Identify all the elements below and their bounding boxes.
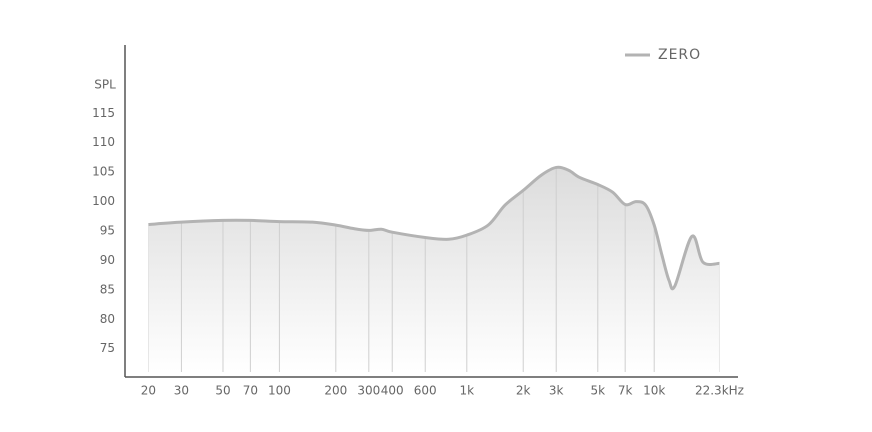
x-tick-label: 3k: [549, 384, 564, 398]
y-tick-label: 80: [100, 312, 115, 326]
x-tick-label: 7k: [618, 384, 633, 398]
x-tick-label: 200: [324, 384, 347, 398]
x-tick-label: 300: [357, 384, 380, 398]
x-tick-label: 2k: [516, 384, 531, 398]
y-tick-label: 110: [92, 135, 115, 149]
y-tick-label: 90: [100, 253, 115, 267]
y-tick-label: 85: [100, 282, 115, 296]
plot-layer: [148, 167, 720, 372]
y-tick-label: 115: [92, 106, 115, 120]
legend-label: ZERO: [658, 47, 701, 63]
y-tick-label: 100: [92, 194, 115, 208]
x-tick-label: 100: [268, 384, 291, 398]
y-tick-label: 95: [100, 224, 115, 238]
x-tick-label: 22.3kHz: [695, 384, 744, 398]
x-tick-label: 600: [414, 384, 437, 398]
y-tick-label: 105: [92, 165, 115, 179]
x-tick-label: 400: [381, 384, 404, 398]
x-tick-label: 70: [243, 384, 258, 398]
y-tick-label: 75: [100, 341, 115, 355]
line: [148, 165, 720, 291]
area-fill: [148, 167, 720, 372]
x-tick-label: 50: [215, 384, 230, 398]
x-tick-label: 20: [141, 384, 156, 398]
x-tick-label: 5k: [590, 384, 605, 398]
x-tick-label: 1k: [460, 384, 475, 398]
x-tick-label: 10k: [643, 384, 665, 398]
x-tick-label: 30: [174, 384, 189, 398]
y-axis-label: SPL: [94, 78, 116, 92]
